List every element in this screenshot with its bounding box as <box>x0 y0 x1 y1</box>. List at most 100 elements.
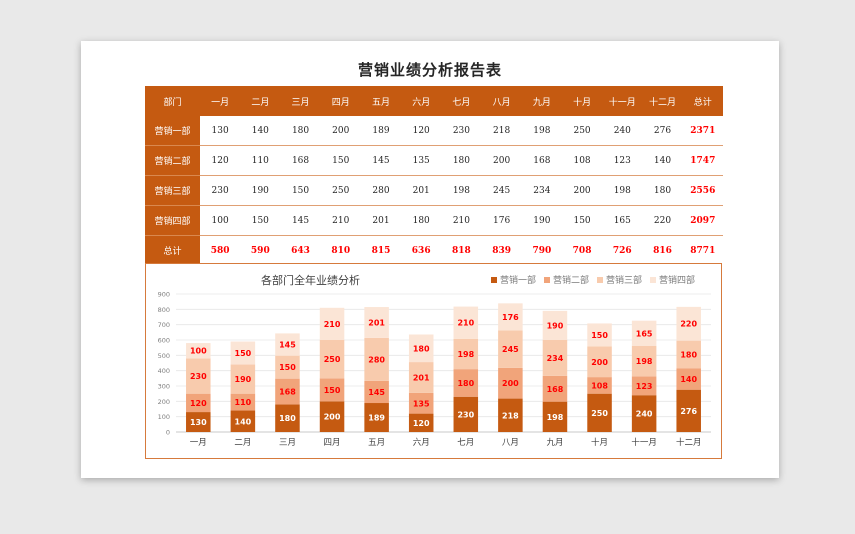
table-cell: 168 <box>280 145 321 176</box>
bar-segment <box>186 393 211 413</box>
data-label: 210 <box>324 320 341 329</box>
table-row: 营销二部 120 110 168 150 145 135 180 200 168 108 123 140… <box>145 145 723 176</box>
y-tick-label: 0 <box>166 429 170 437</box>
row-header-cell: 营销四部 <box>145 205 200 236</box>
bar-segment <box>631 376 657 396</box>
data-label: 250 <box>324 355 341 364</box>
table-cell: 201 <box>360 205 402 236</box>
table-cell: 580 <box>210 245 230 256</box>
header-cell: 七月 <box>441 86 482 116</box>
x-tick-label: 四月 <box>324 438 341 448</box>
data-label: 200 <box>324 413 341 422</box>
data-label: 165 <box>636 329 653 338</box>
data-label: 145 <box>368 388 385 397</box>
table-cell: 240 <box>602 116 643 146</box>
legend-item: 营销四部 <box>650 273 695 286</box>
table-cell: 145 <box>360 145 402 176</box>
legend-label: 营销二部 <box>553 276 590 286</box>
bar-segment <box>186 412 211 432</box>
data-label: 180 <box>279 414 296 423</box>
table-cell: 123 <box>602 145 643 176</box>
legend-item: 营销二部 <box>544 273 589 286</box>
table-row: 营销四部 100 150 145 210 201 180 210 176 190 150 165 220… <box>145 205 723 236</box>
header-cell: 总计 <box>682 86 723 116</box>
header-cell: 十二月 <box>642 86 683 116</box>
sales-table: 部门 一月 二月 三月 四月 五月 六月 七月 八月 九月 十月 十一月 十二月… <box>145 86 723 265</box>
row-header-cell: 营销二部 <box>145 145 200 176</box>
x-tick-label: 八月 <box>502 438 519 448</box>
data-label: 150 <box>279 363 296 372</box>
header-cell: 六月 <box>401 86 442 116</box>
row-total-cell: 2097 <box>682 205 723 236</box>
report-sheet: 营销业绩分析报告表 部门 一月 二月 三月 四月 五月 六月 七月 八月 九月 … <box>81 41 779 478</box>
data-label: 190 <box>547 321 564 330</box>
bar-segment <box>453 306 479 339</box>
data-label: 130 <box>190 418 207 427</box>
x-tick-label: 一月 <box>190 438 207 448</box>
header-cell: 三月 <box>280 86 321 116</box>
bar-segment <box>676 340 701 369</box>
total-row: 总计 580 590 643 810 815 636 818 839 790 708 726 816 87… <box>145 235 723 265</box>
header-cell: 五月 <box>360 86 402 116</box>
data-label: 150 <box>324 386 341 395</box>
table-cell: 218 <box>481 116 522 146</box>
table-cell: 636 <box>411 245 431 256</box>
table-cell: 190 <box>521 205 562 236</box>
data-label: 218 <box>502 411 519 420</box>
table-row: 营销一部 130 140 180 200 189 120 230 218 198 250 240 276… <box>145 116 723 146</box>
header-cell: 二月 <box>240 86 281 116</box>
chart-legend: 营销一部 营销二部 营销三部 营销四部 <box>491 273 695 286</box>
data-label: 145 <box>279 341 296 350</box>
bar-segment <box>631 320 657 346</box>
table-cell: 168 <box>521 145 562 176</box>
bar-segment <box>408 413 434 432</box>
x-tick-label: 十一月 <box>631 437 657 448</box>
bar-segment <box>453 338 479 370</box>
table-cell: 234 <box>521 175 562 206</box>
table-cell: 201 <box>401 175 442 206</box>
table-cell: 145 <box>280 205 321 236</box>
table-cell: 165 <box>602 205 643 236</box>
bar-segment <box>542 401 568 432</box>
table-cell: 590 <box>250 245 270 256</box>
data-label: 234 <box>547 354 564 363</box>
y-tick-label: 500 <box>158 352 170 360</box>
legend-label: 营销三部 <box>606 276 643 286</box>
data-label: 123 <box>636 382 653 391</box>
table-cell: 135 <box>401 145 442 176</box>
data-label: 245 <box>502 345 519 354</box>
bar-segment <box>319 401 345 432</box>
data-label: 180 <box>680 350 697 359</box>
legend-label: 营销一部 <box>500 276 537 286</box>
bar-segment <box>275 355 300 379</box>
bar-segment <box>542 375 568 402</box>
data-label: 200 <box>502 379 519 388</box>
table-cell: 198 <box>602 175 643 206</box>
y-tick-label: 400 <box>158 367 170 375</box>
table-cell: 210 <box>441 205 482 236</box>
table-cell: 180 <box>642 175 683 206</box>
data-label: 220 <box>680 320 697 329</box>
y-tick-label: 200 <box>158 398 170 406</box>
table-cell: 643 <box>291 245 310 256</box>
data-label: 168 <box>279 388 296 397</box>
data-label: 100 <box>190 347 207 356</box>
table-cell: 210 <box>320 205 361 236</box>
table-cell: 810 <box>331 245 351 256</box>
table-cell: 250 <box>320 175 361 206</box>
header-cell: 九月 <box>521 86 562 116</box>
table-cell: 120 <box>200 145 241 176</box>
table-cell: 190 <box>240 175 281 206</box>
x-tick-label: 七月 <box>457 438 474 448</box>
table-cell: 790 <box>532 245 552 256</box>
table-cell: 815 <box>371 245 391 256</box>
table-cell: 839 <box>492 245 512 256</box>
legend-label: 营销四部 <box>659 276 696 286</box>
table-cell: 245 <box>481 175 522 206</box>
table-cell: 140 <box>642 145 683 176</box>
bar-segment <box>275 333 300 356</box>
data-label: 168 <box>547 385 564 394</box>
row-header-cell: 营销一部 <box>145 116 200 146</box>
bar-segment <box>275 378 300 405</box>
table-cell: 180 <box>401 205 442 236</box>
